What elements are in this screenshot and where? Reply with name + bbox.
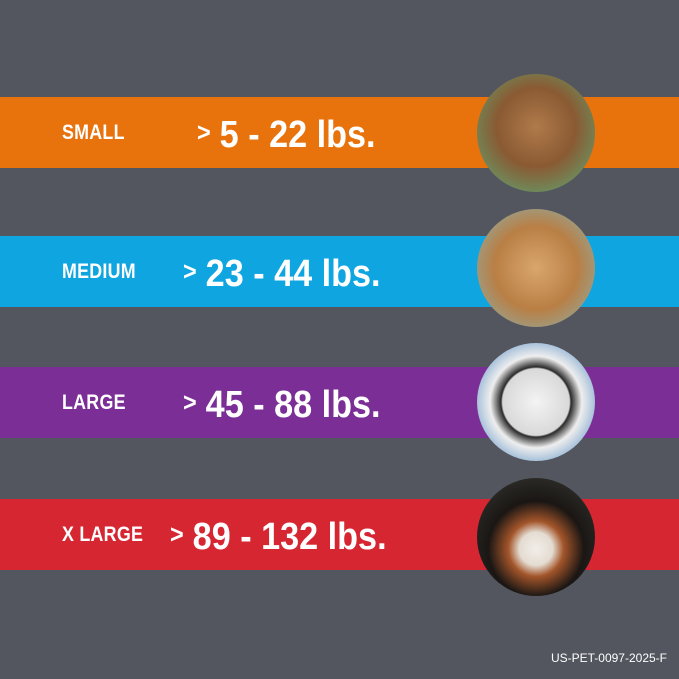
arrow-icon: > (197, 117, 211, 147)
weight-range: >23 - 44 lbs. (183, 236, 381, 307)
weight-range: >5 - 22 lbs. (197, 97, 376, 168)
size-label: X LARGE (62, 523, 144, 546)
weight-range-text: 23 - 44 lbs. (205, 253, 381, 295)
weight-range-text: 89 - 132 lbs. (192, 516, 387, 558)
arrow-icon: > (170, 519, 184, 549)
terrier-dog-photo (477, 74, 595, 192)
bernese-mountain-dog-photo (477, 478, 595, 596)
size-label: LARGE (62, 391, 126, 414)
arrow-icon: > (183, 256, 197, 286)
dalmatian-dog-photo (477, 343, 595, 461)
size-label: SMALL (62, 121, 125, 144)
cocker-spaniel-dog-photo (477, 209, 595, 327)
weight-range: >89 - 132 lbs. (170, 499, 387, 570)
weight-range-text: 45 - 88 lbs. (205, 384, 381, 426)
arrow-icon: > (183, 387, 197, 417)
document-code: US-PET-0097-2025-F (550, 651, 667, 665)
size-label: MEDIUM (62, 260, 136, 283)
weight-range: >45 - 88 lbs. (183, 367, 381, 438)
weight-range-text: 5 - 22 lbs. (219, 114, 376, 156)
